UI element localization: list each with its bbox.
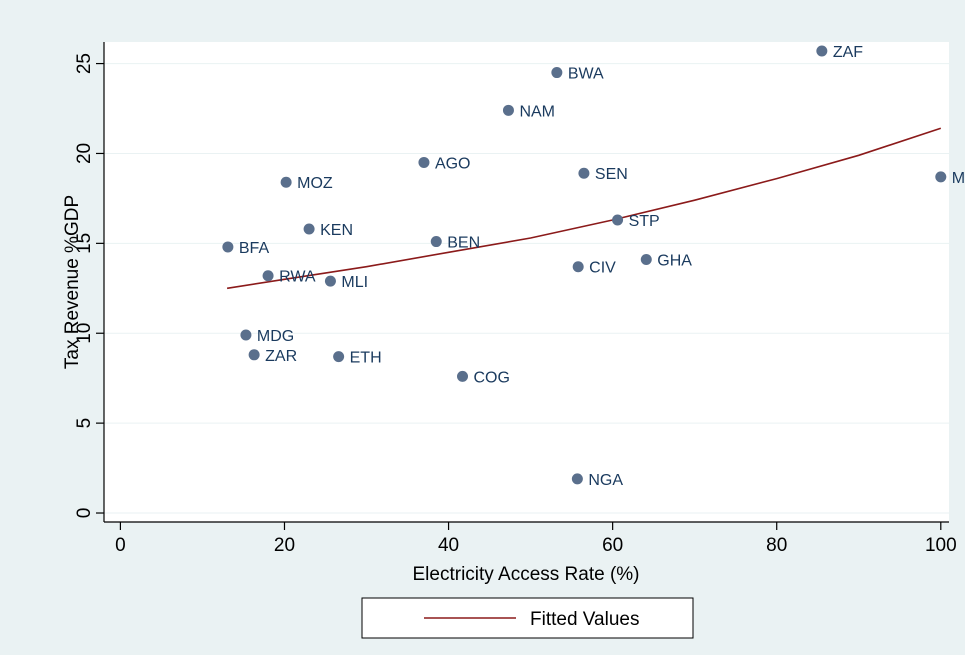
fitted-values-line (226, 127, 942, 290)
data-label-sen: SEN (595, 166, 628, 183)
data-point-rwa (262, 270, 274, 282)
data-point-zaf (816, 45, 828, 57)
y-tick-label: 10 (74, 323, 95, 344)
data-point-civ (572, 261, 584, 273)
data-label-gha: GHA (657, 253, 692, 270)
data-point-nam (502, 104, 514, 116)
data-point-mdg (240, 329, 252, 341)
data-point-cog (457, 370, 469, 382)
y-tick-label: 15 (74, 233, 95, 254)
data-label-ken: KEN (320, 222, 353, 239)
data-point-mli (324, 275, 336, 287)
data-label-bfa: BFA (239, 240, 270, 257)
x-tick-label: 60 (602, 535, 623, 556)
y-tick-label: 20 (74, 143, 95, 164)
y-tick-label: 25 (74, 53, 95, 74)
legend: Fitted Values (361, 597, 694, 639)
y-axis-title: Tax Revenue %GDP (62, 195, 83, 369)
x-tick-label: 20 (274, 535, 295, 556)
data-label-zar: ZAR (265, 348, 297, 365)
x-tick-label: 100 (925, 535, 957, 556)
data-label-eth: ETH (350, 350, 382, 367)
scatter-points: ZAF BWA NAM AGO SEN MOZ MUS KEN STP BFA BEN GHA CIV R… (222, 44, 965, 489)
data-label-rwa: RWA (279, 269, 316, 286)
data-label-civ: CIV (589, 260, 616, 277)
data-label-moz: MOZ (297, 175, 333, 192)
data-label-zaf: ZAF (833, 44, 863, 61)
data-point-stp (612, 214, 624, 226)
legend-box (361, 597, 694, 639)
data-label-mdg: MDG (257, 328, 294, 345)
data-point-moz (280, 176, 292, 188)
data-label-stp: STP (629, 213, 660, 230)
plot-area (104, 42, 949, 522)
data-point-ben (430, 236, 442, 248)
data-point-bwa (551, 67, 563, 79)
data-point-nga (571, 473, 583, 485)
data-point-eth (333, 351, 345, 363)
x-tick-label: 0 (115, 535, 126, 556)
data-point-ken (303, 223, 315, 235)
x-tick-label: 80 (766, 535, 787, 556)
fitted-values-series (226, 127, 942, 290)
data-label-bwa: BWA (568, 66, 604, 83)
data-point-gha (640, 254, 652, 266)
data-point-ago (418, 156, 430, 168)
x-tick-label: 40 (438, 535, 459, 556)
x-axis-title: Electricity Access Rate (%) (413, 564, 640, 585)
data-point-mus (935, 171, 947, 183)
gridlines (104, 63, 949, 514)
data-label-mus: MUS (952, 170, 965, 187)
data-point-bfa (222, 241, 234, 253)
axes (103, 42, 949, 523)
data-label-ago: AGO (435, 155, 471, 172)
data-label-nga: NGA (588, 472, 623, 489)
data-point-zar (248, 349, 260, 361)
y-tick-label: 0 (74, 508, 95, 519)
data-label-mli: MLI (341, 274, 368, 291)
axis-ticks: 0 5 10 15 20 25 0 20 40 60 80 100 (74, 53, 957, 556)
data-label-nam: NAM (519, 103, 555, 120)
data-point-sen (578, 167, 590, 179)
data-label-ben: BEN (447, 235, 480, 252)
data-label-cog: COG (474, 369, 510, 386)
y-tick-label: 5 (74, 418, 95, 429)
legend-fitted-values-label: Fitted Values (530, 609, 639, 630)
